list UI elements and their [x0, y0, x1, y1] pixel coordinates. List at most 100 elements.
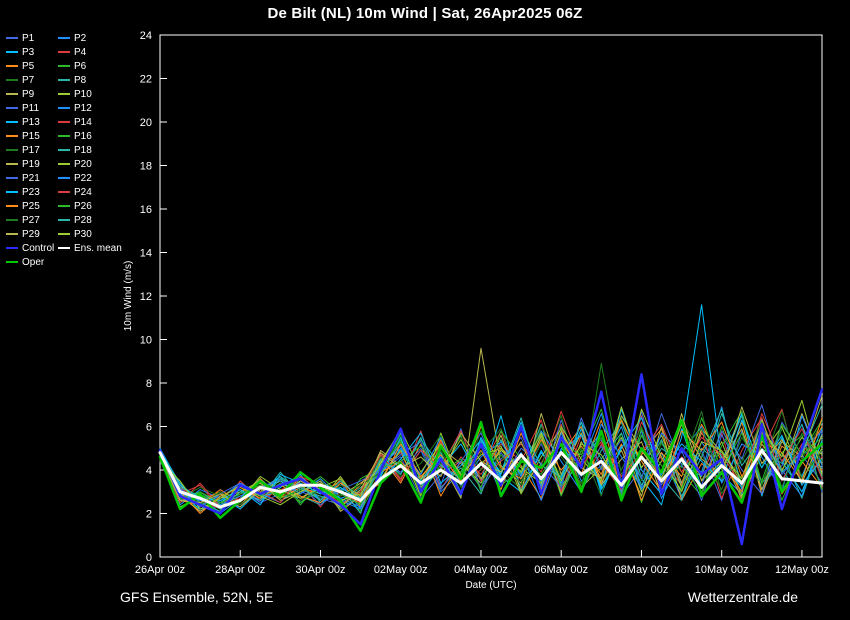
legend-swatch-p22 — [58, 177, 70, 179]
x-tick-label: 30Apr 00z — [295, 564, 345, 576]
legend-item-p17: P17 — [6, 143, 58, 157]
y-tick-label: 10 — [140, 335, 152, 347]
legend-swatch-p25 — [6, 205, 18, 207]
legend-swatch-control — [6, 247, 18, 249]
legend-swatch-ens-mean — [58, 247, 70, 249]
legend-item-p22: P22 — [58, 171, 120, 185]
legend-swatch-p24 — [58, 191, 70, 193]
legend-item-p12: P12 — [58, 101, 120, 115]
legend-item-p7: P7 — [6, 73, 58, 87]
y-tick-label: 16 — [140, 204, 152, 216]
legend-label: P8 — [74, 74, 87, 86]
y-tick-label: 2 — [146, 509, 152, 521]
legend-swatch-p29 — [6, 233, 18, 235]
x-tick-label: 26Apr 00z — [135, 564, 185, 576]
legend-item-control: Control — [6, 241, 58, 255]
legend-label: P27 — [22, 214, 40, 226]
legend-label: P6 — [74, 60, 87, 72]
legend-item-p2: P2 — [58, 31, 120, 45]
legend-label: P12 — [74, 102, 92, 114]
legend-label: P10 — [74, 88, 92, 100]
legend-swatch-p10 — [58, 93, 70, 95]
series-line-p30 — [159, 399, 823, 510]
legend: P1 P2 P3 P4 P5 P6 P7 P8 P9 P10 P11 P12 P13 P14 P15 P16 P… — [6, 31, 122, 269]
legend-swatch-p7 — [6, 79, 18, 81]
legend-label: Oper — [22, 256, 45, 268]
legend-label: P28 — [74, 214, 92, 226]
legend-item-p13: P13 — [6, 115, 58, 129]
legend-swatch-p4 — [58, 51, 70, 53]
legend-swatch-p5 — [6, 65, 18, 67]
legend-label: P29 — [22, 228, 40, 240]
legend-item-p4: P4 — [58, 45, 120, 59]
legend-swatch-p16 — [58, 135, 70, 137]
legend-label: P2 — [74, 32, 87, 44]
y-tick-label: 22 — [140, 74, 152, 86]
legend-item-p19: P19 — [6, 157, 58, 171]
legend-item-p8: P8 — [58, 73, 120, 87]
y-tick-label: 24 — [140, 30, 152, 42]
y-axis-title: 10m Wind (m/s) — [123, 261, 134, 332]
legend-swatch-p19 — [6, 163, 18, 165]
legend-swatch-p1 — [6, 37, 18, 39]
y-tick-label: 8 — [146, 378, 152, 390]
legend-swatch-p21 — [6, 177, 18, 179]
legend-swatch-p11 — [6, 107, 18, 109]
legend-label: P16 — [74, 130, 92, 142]
site-label: Wetterzentrale.de — [687, 589, 798, 605]
legend-item-p1: P1 — [6, 31, 58, 45]
legend-label: P3 — [22, 46, 35, 58]
legend-item-p24: P24 — [58, 185, 120, 199]
y-tick-label: 18 — [140, 161, 152, 173]
y-tick-label: 12 — [140, 291, 152, 303]
legend-swatch-p6 — [58, 65, 70, 67]
legend-label: P11 — [22, 102, 40, 114]
legend-label: P7 — [22, 74, 35, 86]
legend-label: P21 — [22, 172, 40, 184]
legend-label: P15 — [22, 130, 40, 142]
legend-label: P13 — [22, 116, 40, 128]
legend-swatch-p20 — [58, 163, 70, 165]
legend-swatch-p18 — [58, 149, 70, 151]
legend-label: P18 — [74, 144, 92, 156]
legend-swatch-p12 — [58, 107, 70, 109]
legend-swatch-p27 — [6, 219, 18, 221]
legend-label: P14 — [74, 116, 92, 128]
legend-item-p29: P29 — [6, 227, 58, 241]
x-tick-label: 04May 00z — [454, 564, 508, 576]
y-tick-label: 14 — [140, 248, 152, 260]
x-tick-label: 12May 00z — [775, 564, 829, 576]
legend-item-p11: P11 — [6, 101, 58, 115]
legend-swatch-p3 — [6, 51, 18, 53]
x-tick-label: 10May 00z — [695, 564, 749, 576]
legend-item-p23: P23 — [6, 185, 58, 199]
legend-label: P5 — [22, 60, 35, 72]
y-tick-label: 20 — [140, 117, 152, 129]
legend-swatch-p26 — [58, 205, 70, 207]
x-tick-label: 08May 00z — [615, 564, 669, 576]
legend-label: Ens. mean — [74, 242, 122, 254]
legend-swatch-p14 — [58, 121, 70, 123]
legend-swatch-p23 — [6, 191, 18, 193]
legend-item-p26: P26 — [58, 199, 120, 213]
legend-item-p18: P18 — [58, 143, 120, 157]
legend-item-p21: P21 — [6, 171, 58, 185]
legend-label: P1 — [22, 32, 35, 44]
legend-swatch-p15 — [6, 135, 18, 137]
legend-label: Control — [22, 242, 55, 254]
legend-item-p28: P28 — [58, 213, 120, 227]
legend-item-p14: P14 — [58, 115, 120, 129]
y-tick-label: 0 — [146, 552, 152, 564]
x-tick-label: 02May 00z — [374, 564, 428, 576]
series-line-ens-mean — [158, 448, 824, 509]
legend-item-p5: P5 — [6, 59, 58, 73]
legend-swatch-p13 — [6, 121, 18, 123]
x-tick-label: 06May 00z — [534, 564, 588, 576]
legend-swatch-p30 — [58, 233, 70, 235]
legend-label: P17 — [22, 144, 40, 156]
legend-label: P4 — [74, 46, 87, 58]
legend-label: P20 — [74, 158, 92, 170]
legend-item-p30: P30 — [58, 227, 120, 241]
